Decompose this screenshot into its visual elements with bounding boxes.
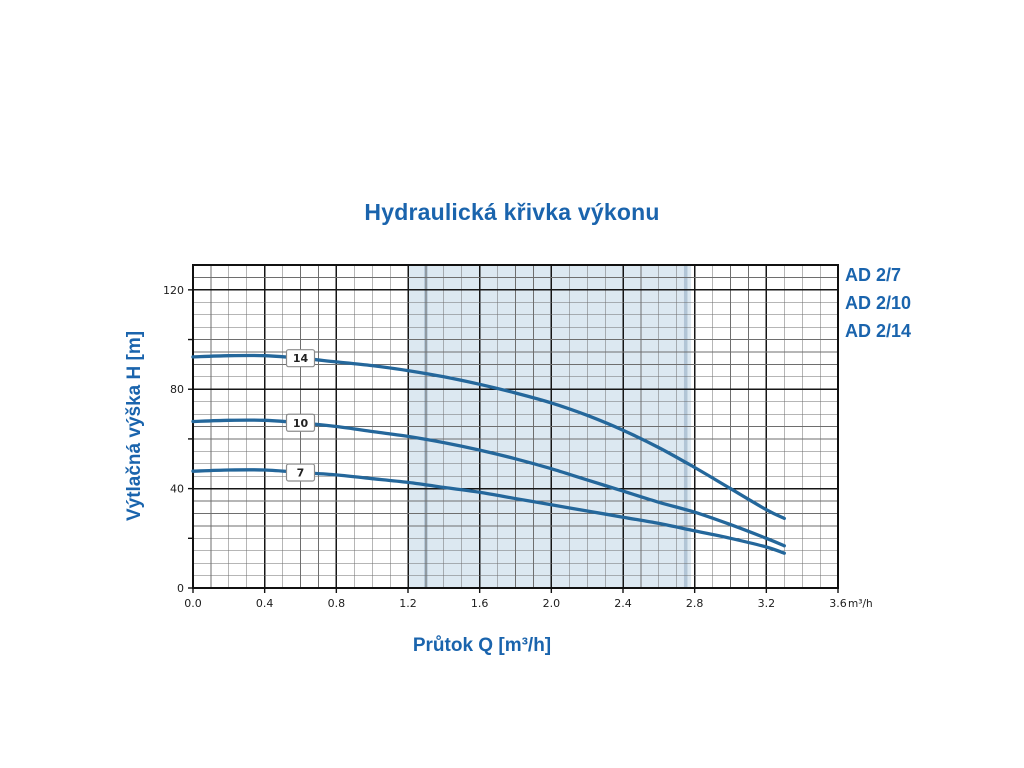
x-tick-label: 0.0 [184, 597, 202, 610]
curve-label: 14 [293, 352, 309, 365]
x-axis-label: Průtok Q [m³/h] [412, 635, 552, 656]
curve-label: 10 [293, 417, 309, 430]
curve-label-box [285, 463, 316, 482]
x-tick-label: 1.6 [471, 597, 489, 610]
x-tick-label: 1.2 [399, 597, 417, 610]
y-tick-label: 40 [170, 483, 184, 496]
x-unit-label: m³/h [848, 598, 873, 610]
legend-item-ad-2-10: AD 2/10 [845, 293, 912, 313]
curve-label-box [285, 349, 316, 368]
y-tick-label: 120 [163, 284, 184, 297]
y-tick-label: 0 [177, 582, 184, 595]
x-tick-label: 3.2 [758, 597, 776, 610]
x-tick-label: 2.8 [686, 597, 704, 610]
curve-label: 7 [297, 466, 305, 479]
y-tick-label: 80 [170, 383, 184, 396]
x-tick-label: 2.0 [543, 597, 561, 610]
plot-border [192, 264, 839, 589]
x-tick-label: 2.4 [614, 597, 632, 610]
chart-title: Hydraulická křivka výkonu [364, 199, 660, 225]
legend: AD 2/7 AD 2/10 AD 2/14 [845, 261, 911, 345]
x-tick-label: 0.4 [256, 597, 274, 610]
x-tick-label: 0.8 [328, 597, 346, 610]
legend-item-ad-2-7: AD 2/7 [845, 265, 902, 285]
axis-ticks-and-labels: 0.0 0.4 0.8 1.2 1.6 2.0 2.4 2.8 3.2 3.6 m³/h 0 40 80 1… [163, 284, 873, 610]
x-tick-label: 3.6 [829, 597, 847, 610]
curve-label-box [285, 413, 316, 432]
legend-item-ad-2-14: AD 2/14 [845, 321, 912, 341]
